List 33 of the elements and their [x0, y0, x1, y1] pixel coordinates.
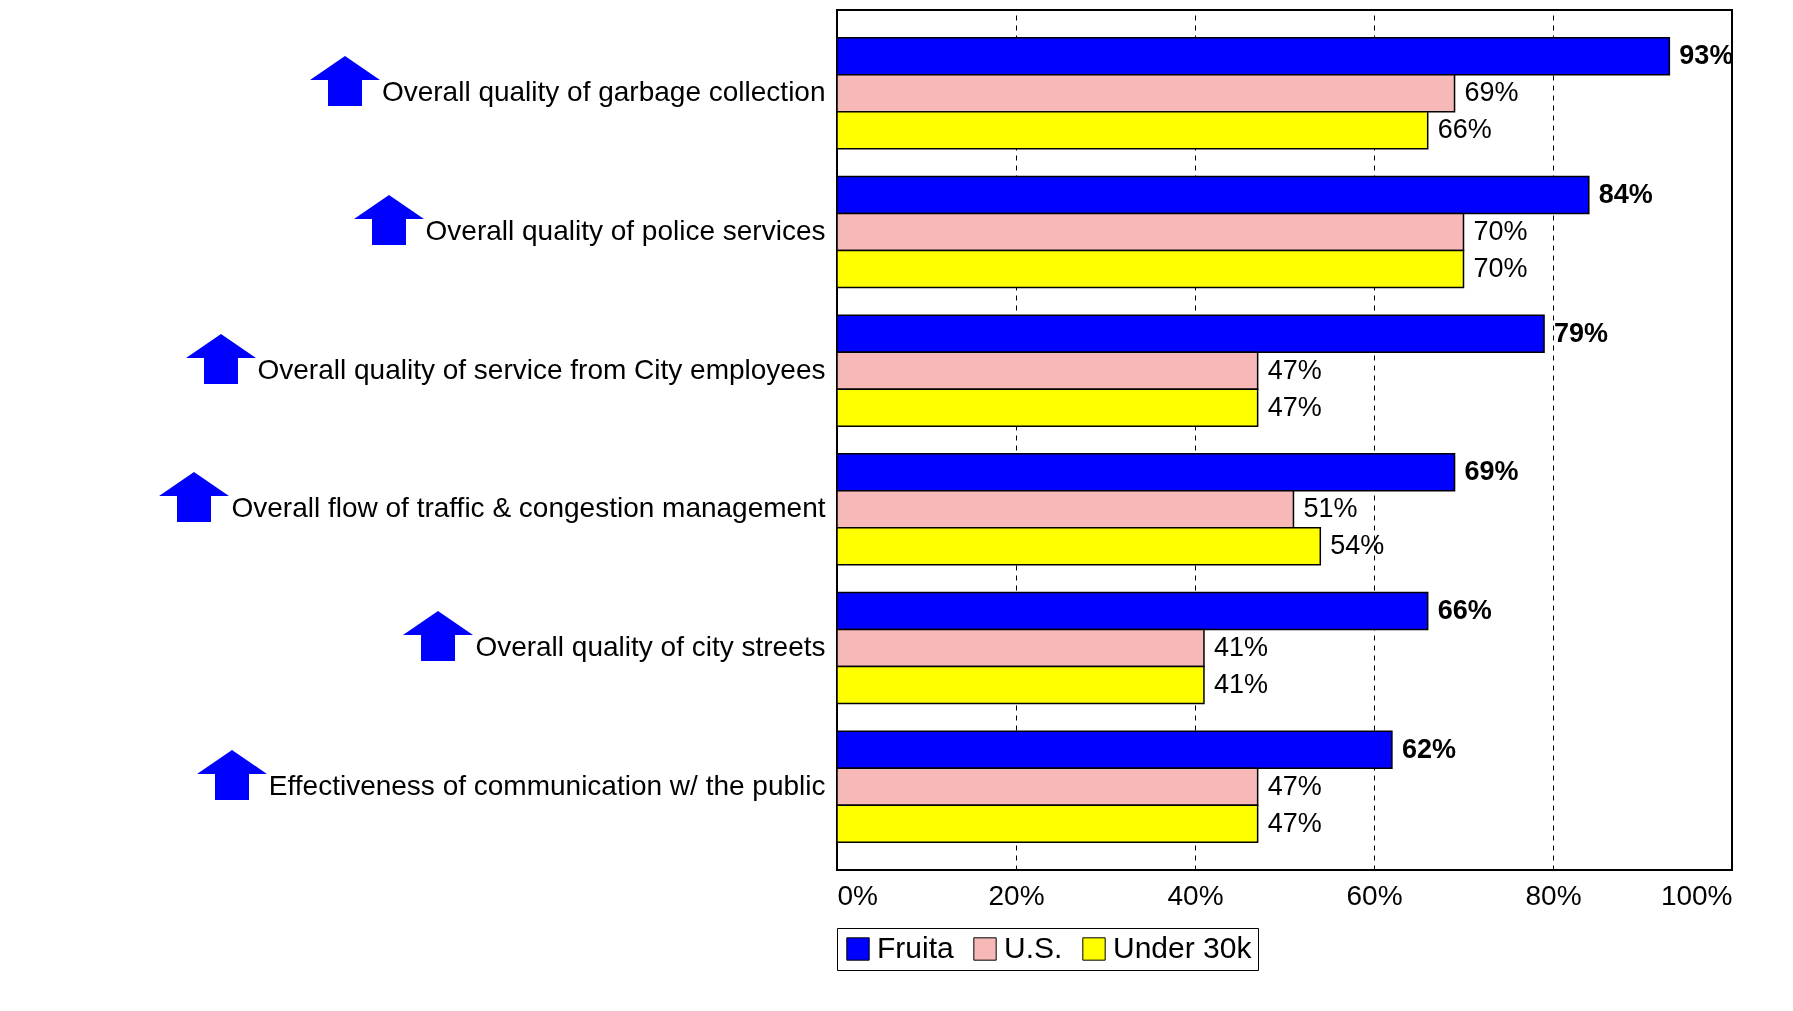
data-label: 47% [1267, 354, 1322, 385]
x-tick-label: 60% [1346, 879, 1403, 911]
legend-label: U.S. [1004, 931, 1063, 964]
data-label: 66% [1437, 114, 1492, 145]
x-tick-label: 100% [1660, 879, 1733, 911]
data-label: 51% [1303, 493, 1358, 524]
data-label: 41% [1213, 632, 1268, 663]
data-label: 41% [1213, 669, 1268, 700]
data-label: 93% [1679, 40, 1734, 71]
data-label: 62% [1401, 733, 1456, 764]
y-tick-label: Overall quality of garbage collection [381, 76, 826, 108]
x-tick-label: 40% [1167, 879, 1224, 911]
data-label: 84% [1598, 178, 1653, 209]
data-label: 69% [1464, 77, 1519, 108]
y-tick-label: Overall flow of traffic & congestion management [231, 492, 826, 524]
data-label: 79% [1554, 317, 1609, 348]
y-tick-label: Effectiveness of communication w/ the public [268, 769, 826, 801]
data-label: 70% [1473, 215, 1528, 246]
data-label: 54% [1330, 530, 1385, 561]
data-label: 70% [1473, 252, 1528, 283]
y-tick-label: Overall quality of service from City employees [257, 353, 826, 385]
x-tick-label: 0% [837, 879, 878, 911]
x-tick-label: 80% [1525, 879, 1582, 911]
data-label: 66% [1437, 595, 1492, 626]
legend-label: Under 30k [1113, 931, 1253, 964]
data-label: 69% [1464, 456, 1519, 487]
x-tick-label: 20% [988, 879, 1045, 911]
legend-label: Fruita [877, 931, 954, 964]
data-label: 47% [1267, 770, 1322, 801]
y-tick-label: Overall quality of police services [425, 214, 826, 246]
data-label: 47% [1267, 807, 1322, 838]
data-label: 47% [1267, 391, 1322, 422]
y-tick-label: Overall quality of city streets [475, 631, 826, 663]
